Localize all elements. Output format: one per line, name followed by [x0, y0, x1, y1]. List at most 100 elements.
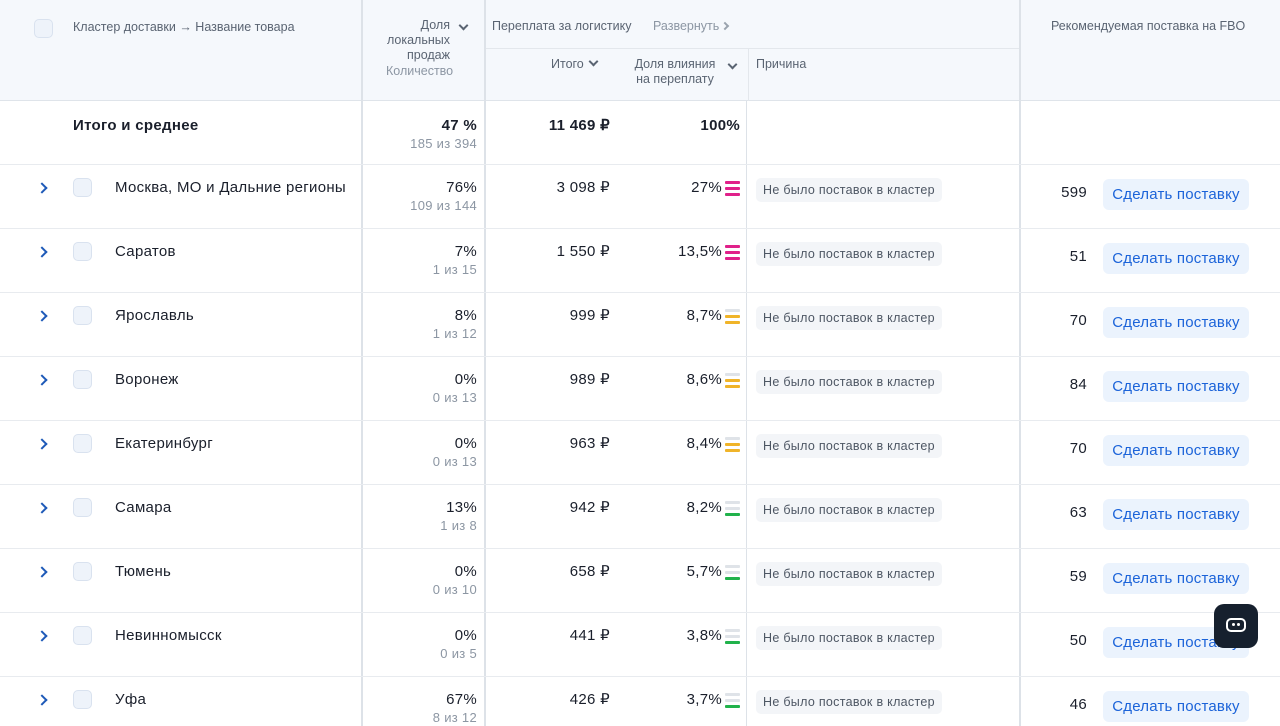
expand-chevron-icon[interactable]	[36, 182, 48, 194]
level-bar	[725, 501, 740, 504]
impact-level-indicator	[725, 309, 740, 324]
cluster-name: Самара	[115, 499, 172, 516]
table-row: Москва, МО и Дальние регионы 76% 109 из 14…	[0, 165, 1280, 229]
row-checkbox[interactable]	[73, 178, 92, 197]
local-share: 76%	[446, 179, 477, 196]
local-share-column-header[interactable]: Доля локальных продаж	[386, 18, 450, 62]
header-divider-vertical	[748, 49, 749, 101]
total-impact: 100%	[700, 117, 740, 134]
row-checkbox[interactable]	[73, 626, 92, 645]
table-row: Тюмень 0% 0 из 10 658 ₽ 5,7% Не было поставок…	[0, 549, 1280, 613]
expand-chevron-icon[interactable]	[36, 694, 48, 706]
level-bar	[725, 443, 740, 446]
level-bar	[725, 699, 740, 702]
total-column-header[interactable]: Итого	[551, 56, 599, 72]
expand-chevron-icon[interactable]	[36, 566, 48, 578]
make-supply-button[interactable]: Сделать поставку	[1103, 435, 1249, 466]
impact-level-indicator	[725, 565, 740, 580]
cluster-name: Москва, МО и Дальние регионы	[115, 179, 347, 196]
make-supply-button[interactable]: Сделать поставку	[1103, 371, 1249, 402]
table-row: Воронеж 0% 0 из 13 989 ₽ 8,6% Не было поставо…	[0, 357, 1280, 421]
overpay-total: 999 ₽	[569, 307, 610, 324]
row-checkbox[interactable]	[73, 434, 92, 453]
make-supply-button[interactable]: Сделать поставку	[1103, 243, 1249, 274]
overpay-group-header: Переплата за логистику	[492, 19, 632, 33]
table-row: Саратов 7% 1 из 15 1 550 ₽ 13,5% Не было пост…	[0, 229, 1280, 293]
column-divider	[484, 0, 486, 726]
reason-badge: Не было поставок в кластер	[756, 242, 942, 266]
impact-share: 5,7%	[686, 563, 722, 580]
cluster-name: Екатеринбург	[115, 435, 213, 452]
level-bar	[725, 379, 740, 382]
sort-chevron-down-icon[interactable]	[458, 20, 469, 31]
level-bar	[725, 373, 740, 376]
row-checkbox[interactable]	[73, 242, 92, 261]
level-bar	[725, 245, 740, 248]
local-share: 8%	[454, 307, 477, 324]
cluster-name: Невинномысск	[115, 627, 222, 644]
expand-chevron-icon[interactable]	[36, 374, 48, 386]
reason-badge: Не было поставок в кластер	[756, 370, 942, 394]
make-supply-button[interactable]: Сделать поставку	[1103, 179, 1249, 210]
expand-chevron-icon[interactable]	[36, 246, 48, 258]
impact-share: 8,6%	[686, 371, 722, 388]
row-checkbox[interactable]	[73, 370, 92, 389]
chat-button[interactable]	[1214, 604, 1258, 648]
row-checkbox[interactable]	[73, 690, 92, 709]
local-share-count: 1 из 8	[440, 518, 477, 533]
make-supply-button[interactable]: Сделать поставку	[1103, 563, 1249, 594]
table-header: Кластер доставки → Название товара Доля …	[0, 0, 1280, 101]
level-bar	[725, 257, 740, 260]
level-bar	[725, 513, 740, 516]
level-bar	[725, 449, 740, 452]
expand-chevron-icon[interactable]	[36, 438, 48, 450]
make-supply-button[interactable]: Сделать поставку	[1103, 499, 1249, 530]
row-checkbox[interactable]	[73, 306, 92, 325]
level-bar	[725, 641, 740, 644]
reason-badge: Не было поставок в кластер	[756, 562, 942, 586]
make-supply-button[interactable]: Сделать поставку	[1103, 691, 1249, 722]
impact-column-header[interactable]: Доля влияния на переплату	[634, 57, 716, 86]
chevron-down-icon[interactable]	[727, 59, 738, 70]
expand-chevron-icon[interactable]	[36, 310, 48, 322]
level-bar	[725, 629, 740, 632]
cluster-name: Тюмень	[115, 563, 172, 580]
level-bar	[725, 193, 740, 196]
overpay-total: 3 098 ₽	[556, 179, 610, 196]
recommended-qty: 46	[1069, 696, 1087, 713]
level-bar	[725, 251, 740, 254]
row-checkbox[interactable]	[73, 498, 92, 517]
cluster-column-header[interactable]: Кластер доставки → Название товара	[73, 20, 295, 34]
table-row: Самара 13% 1 из 8 942 ₽ 8,2% Не было поставок…	[0, 485, 1280, 549]
row-checkbox[interactable]	[73, 562, 92, 581]
impact-share: 27%	[691, 179, 722, 196]
total-share-count: 185 из 394	[410, 136, 477, 151]
recommended-qty: 599	[1061, 184, 1087, 201]
impact-share: 3,7%	[686, 691, 722, 708]
impact-level-indicator	[725, 181, 740, 196]
reason-badge: Не было поставок в кластер	[756, 690, 942, 714]
expand-chevron-icon[interactable]	[36, 630, 48, 642]
table-row: Невинномысск 0% 0 из 5 441 ₽ 3,8% Не было пос…	[0, 613, 1280, 677]
recommended-qty: 59	[1069, 568, 1087, 585]
impact-level-indicator	[725, 437, 740, 452]
select-all-checkbox[interactable]	[34, 19, 53, 38]
reason-badge: Не было поставок в кластер	[756, 498, 942, 522]
local-share: 0%	[454, 371, 477, 388]
overpay-total: 963 ₽	[569, 435, 610, 452]
level-bar	[725, 571, 740, 574]
recommended-qty: 63	[1069, 504, 1087, 521]
local-share-count: 0 из 13	[432, 390, 477, 405]
recommended-qty: 84	[1069, 376, 1087, 393]
total-overpay: 11 469 ₽	[548, 117, 610, 134]
expand-chevron-icon[interactable]	[36, 502, 48, 514]
total-row: Итого и среднее 47 % 185 из 394 11 469 ₽…	[0, 101, 1280, 165]
make-supply-button[interactable]: Сделать поставку	[1103, 307, 1249, 338]
impact-share: 13,5%	[677, 243, 722, 260]
expand-link[interactable]: Развернуть	[653, 19, 730, 34]
level-bar	[725, 437, 740, 440]
cluster-name: Саратов	[115, 243, 176, 260]
table-row: Ярославль 8% 1 из 12 999 ₽ 8,7% Не было поста…	[0, 293, 1280, 357]
chat-dot	[1232, 623, 1235, 626]
local-share-count: 0 из 5	[440, 646, 477, 661]
